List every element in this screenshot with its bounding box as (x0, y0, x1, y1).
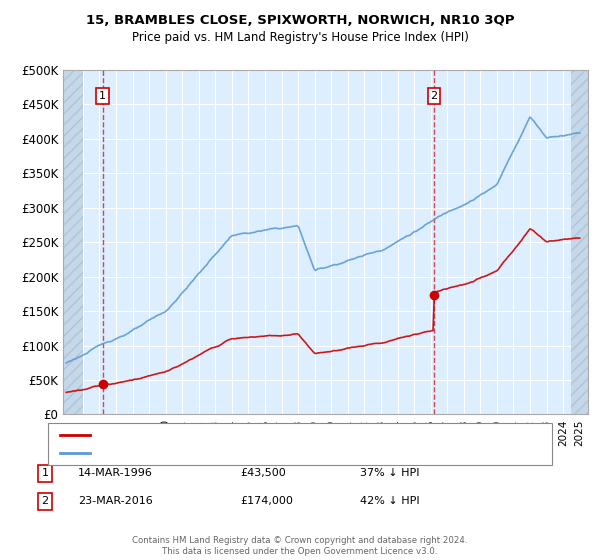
Text: 42% ↓ HPI: 42% ↓ HPI (360, 496, 419, 506)
Text: 2: 2 (430, 91, 437, 101)
Text: 14-MAR-1996: 14-MAR-1996 (78, 468, 153, 478)
Text: £43,500: £43,500 (240, 468, 286, 478)
Text: 1: 1 (99, 91, 106, 101)
Text: 15, BRAMBLES CLOSE, SPIXWORTH, NORWICH, NR10 3QP (detached house): 15, BRAMBLES CLOSE, SPIXWORTH, NORWICH, … (99, 430, 492, 440)
Text: Contains HM Land Registry data © Crown copyright and database right 2024.
This d: Contains HM Land Registry data © Crown c… (132, 536, 468, 556)
Text: Price paid vs. HM Land Registry's House Price Index (HPI): Price paid vs. HM Land Registry's House … (131, 31, 469, 44)
Text: 23-MAR-2016: 23-MAR-2016 (78, 496, 153, 506)
Text: £174,000: £174,000 (240, 496, 293, 506)
Text: 2: 2 (41, 496, 49, 506)
Bar (571, 70, 588, 414)
Text: 37% ↓ HPI: 37% ↓ HPI (360, 468, 419, 478)
Text: 1: 1 (41, 468, 49, 478)
Text: HPI: Average price, detached house, Broadland: HPI: Average price, detached house, Broa… (99, 448, 345, 458)
Text: 15, BRAMBLES CLOSE, SPIXWORTH, NORWICH, NR10 3QP: 15, BRAMBLES CLOSE, SPIXWORTH, NORWICH, … (86, 14, 514, 27)
Bar (63, 70, 83, 414)
